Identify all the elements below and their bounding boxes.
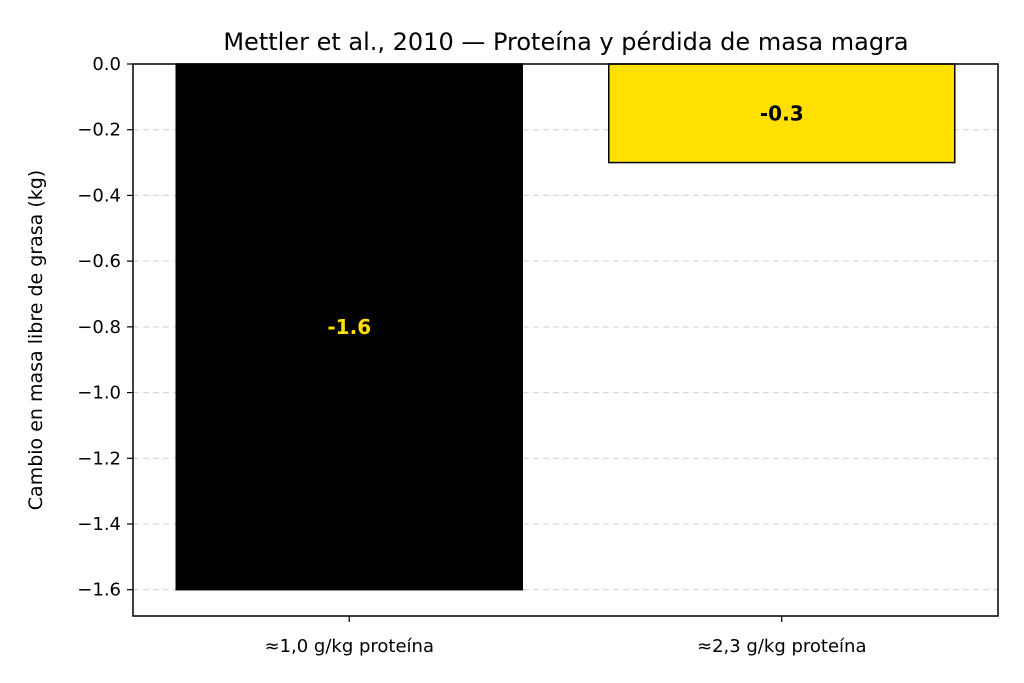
bars bbox=[175, 63, 956, 591]
plot-frame bbox=[132, 63, 999, 617]
chart-title: Mettler et al., 2010 — Proteína y pérdid… bbox=[223, 28, 908, 56]
y-axis-label: Cambio en masa libre de grasa (kg) bbox=[25, 170, 47, 510]
y-axis-ticks: 0.0 −0.2 −0.4 −0.6 −0.8 −1.0 −1.2 −1.4 −1.6 bbox=[77, 54, 133, 601]
y-tick-label: −0.2 bbox=[77, 120, 121, 141]
y-tick-label: 0.0 bbox=[92, 54, 121, 75]
data-labels: -1.6 -0.3 bbox=[327, 101, 803, 339]
y-tick-label: −0.4 bbox=[77, 185, 121, 206]
bar bbox=[608, 63, 956, 164]
y-tick-label: −0.6 bbox=[77, 251, 121, 272]
x-axis-ticks: ≈1,0 g/kg proteína ≈2,3 g/kg proteína bbox=[264, 616, 867, 657]
y-tick-label: −1.6 bbox=[77, 580, 121, 601]
bar bbox=[175, 63, 523, 591]
x-tick-label: ≈1,0 g/kg proteína bbox=[264, 636, 434, 657]
y-tick-label: −1.4 bbox=[77, 514, 121, 535]
data-label: -1.6 bbox=[327, 315, 371, 339]
x-tick-label: ≈2,3 g/kg proteína bbox=[697, 636, 867, 657]
y-tick-label: −1.0 bbox=[77, 383, 121, 404]
data-label: -0.3 bbox=[760, 101, 804, 125]
y-tick-label: −0.8 bbox=[77, 317, 121, 338]
y-tick-label: −1.2 bbox=[77, 448, 121, 469]
